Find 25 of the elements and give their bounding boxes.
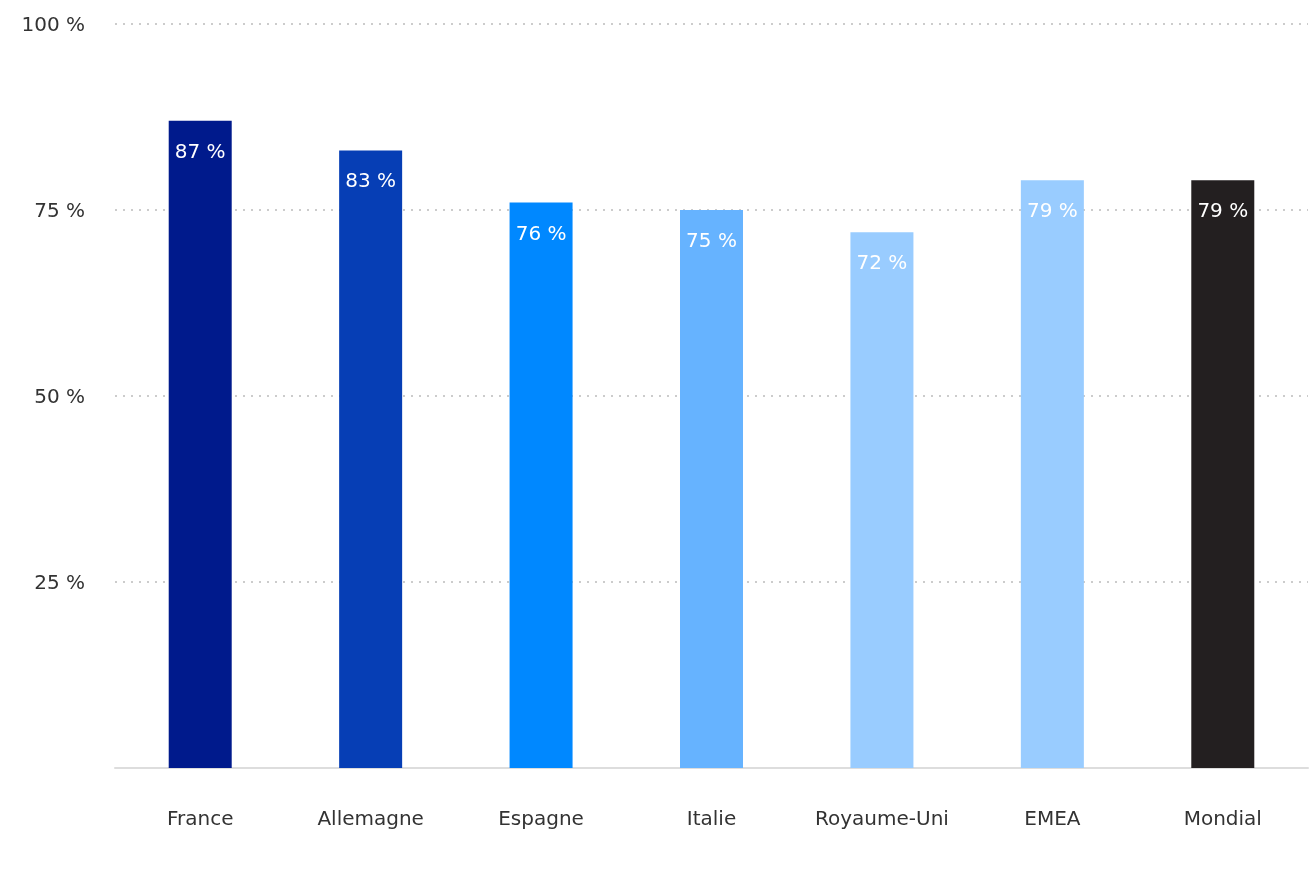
bar	[509, 202, 573, 768]
bar	[339, 150, 403, 768]
data-label: 83 %	[345, 168, 397, 193]
data-label: 72 %	[856, 250, 908, 275]
x-tick-label: EMEA	[1024, 806, 1081, 830]
bar	[1020, 180, 1084, 768]
bar	[168, 120, 232, 768]
bar	[680, 210, 743, 768]
x-tick-label: Royaume-Uni	[814, 806, 949, 830]
data-label: 75 %	[686, 228, 737, 252]
y-tick-label: 100 %	[21, 12, 85, 36]
x-tick-label: Espagne	[498, 806, 584, 830]
data-label: 79 %	[1197, 198, 1249, 223]
x-tick-label: Italie	[686, 806, 737, 830]
x-tick-label: Mondial	[1183, 806, 1262, 830]
bar	[850, 232, 914, 768]
y-tick-label: 25 %	[34, 570, 85, 594]
data-label: 79 %	[1026, 198, 1078, 223]
y-tick-label: 75 %	[34, 198, 85, 222]
data-label: 87 %	[174, 138, 226, 163]
y-tick-label: 50 %	[34, 384, 85, 408]
bar	[1191, 180, 1255, 768]
data-label: 76 %	[515, 220, 567, 245]
x-tick-label: France	[166, 806, 234, 830]
x-tick-label: Allemagne	[317, 806, 424, 830]
